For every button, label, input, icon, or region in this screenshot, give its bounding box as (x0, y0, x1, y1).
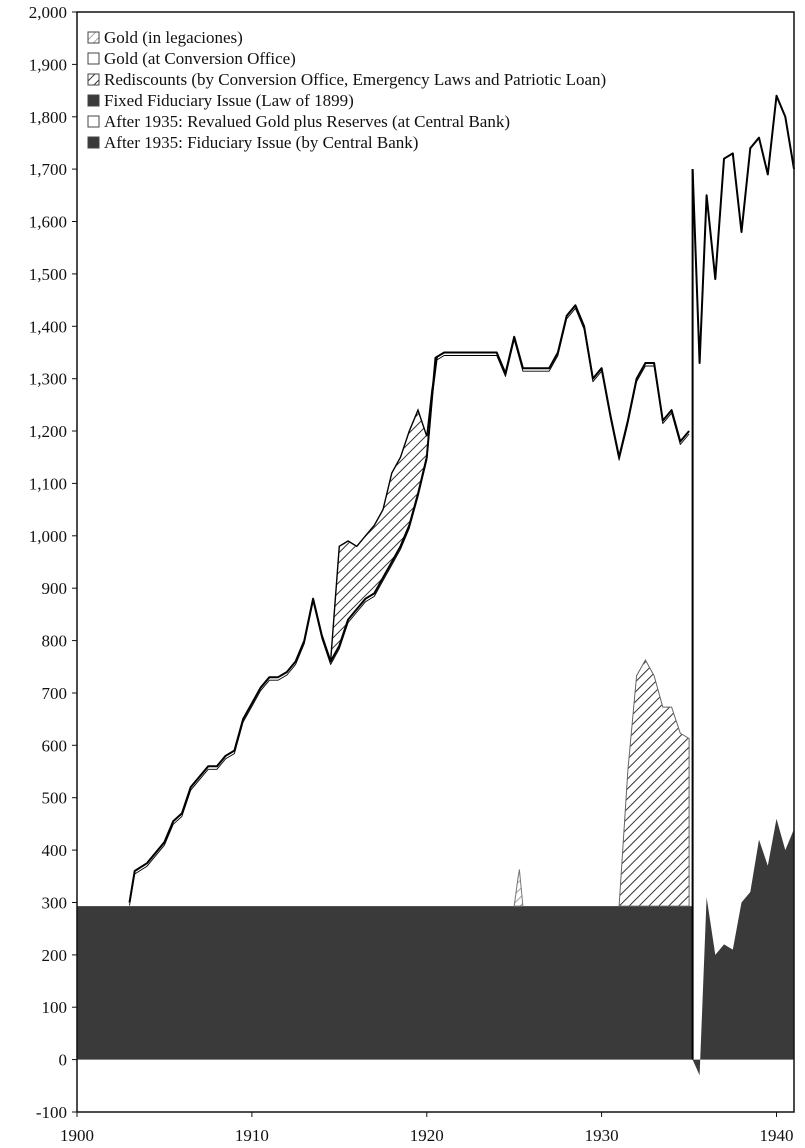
legend-swatch (87, 136, 100, 149)
y-tick-label: 1,100 (29, 474, 67, 493)
y-tick-label: 200 (42, 946, 68, 965)
series-gold-conversion-office-shadow (129, 307, 690, 906)
legend-swatch (87, 115, 100, 128)
x-tick-label: 1920 (410, 1126, 444, 1145)
axes: -100 0 100 200 300 400 500 600 700 800 900 1,000 1,1… (29, 3, 795, 1145)
y-tick-label: -100 (36, 1103, 67, 1122)
legend-label: Fixed Fiduciary Issue (Law of 1899) (104, 91, 354, 110)
legend-swatch (87, 31, 100, 44)
y-tick-label: 400 (42, 841, 68, 860)
legend: Gold (in legaciones) Gold (at Conversion … (87, 28, 606, 152)
legend-label: Gold (at Conversion Office) (104, 49, 296, 68)
y-tick-label: 100 (42, 998, 68, 1017)
y-tick-label: 1,200 (29, 422, 67, 441)
plot-area (77, 94, 795, 1076)
y-tick-label: 0 (59, 1051, 68, 1070)
legend-label: After 1935: Revalued Gold plus Reserves … (104, 112, 510, 131)
series-fixed-fiduciary-issue (77, 906, 693, 1060)
y-tick-label: 1,300 (29, 370, 67, 389)
y-tick-label: 1,000 (29, 527, 67, 546)
legend-swatch (87, 94, 100, 107)
x-tick-label: 1910 (235, 1126, 269, 1145)
y-tick-label: 800 (42, 632, 68, 651)
legend-label: Gold (in legaciones) (104, 28, 243, 47)
y-tick-label: 1,400 (29, 317, 67, 336)
series-fiduciary-issue-central-bank (692, 818, 794, 1076)
y-tick-label: 1,700 (29, 160, 67, 179)
series-rediscounts-1931 (618, 658, 690, 907)
y-tick-label: 300 (42, 894, 68, 913)
x-tick-label: 1900 (60, 1126, 94, 1145)
y-tick-label: 600 (42, 736, 68, 755)
series-gold-legaciones (513, 869, 524, 907)
series-rediscounts-1914 (329, 356, 438, 662)
y-tick-label: 700 (42, 684, 68, 703)
x-tick-label: 1940 (760, 1126, 794, 1145)
series-gold-conversion-office (128, 304, 690, 903)
y-tick-label: 1,800 (29, 108, 67, 127)
y-tick-label: 500 (42, 789, 68, 808)
y-tick-label: 900 (42, 579, 68, 598)
legend-label: Rediscounts (by Conversion Office, Emerg… (104, 70, 606, 89)
plot-frame (76, 11, 795, 1113)
legend-swatch (87, 52, 100, 65)
y-tick-label: 1,900 (29, 55, 67, 74)
y-tick-label: 2,000 (29, 3, 67, 22)
x-tick-label: 1930 (585, 1126, 619, 1145)
legend-swatch (87, 73, 100, 86)
series-revalued-gold-reserves (691, 94, 795, 364)
y-tick-label: 1,500 (29, 265, 67, 284)
y-tick-label: 1,600 (29, 213, 67, 232)
legend-label: After 1935: Fiduciary Issue (by Central … (104, 133, 418, 152)
